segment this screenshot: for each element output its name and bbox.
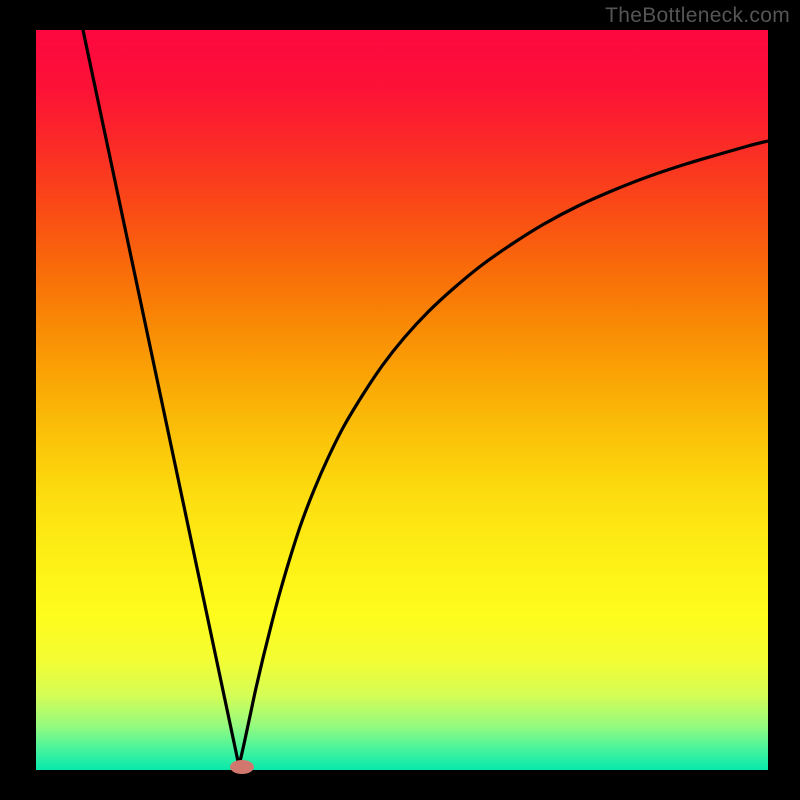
- chart-container: TheBottleneck.com: [0, 0, 800, 800]
- chart-svg: [0, 0, 800, 800]
- plot-background: [36, 30, 768, 770]
- watermark-text: TheBottleneck.com: [605, 4, 790, 28]
- minimum-marker: [230, 760, 254, 774]
